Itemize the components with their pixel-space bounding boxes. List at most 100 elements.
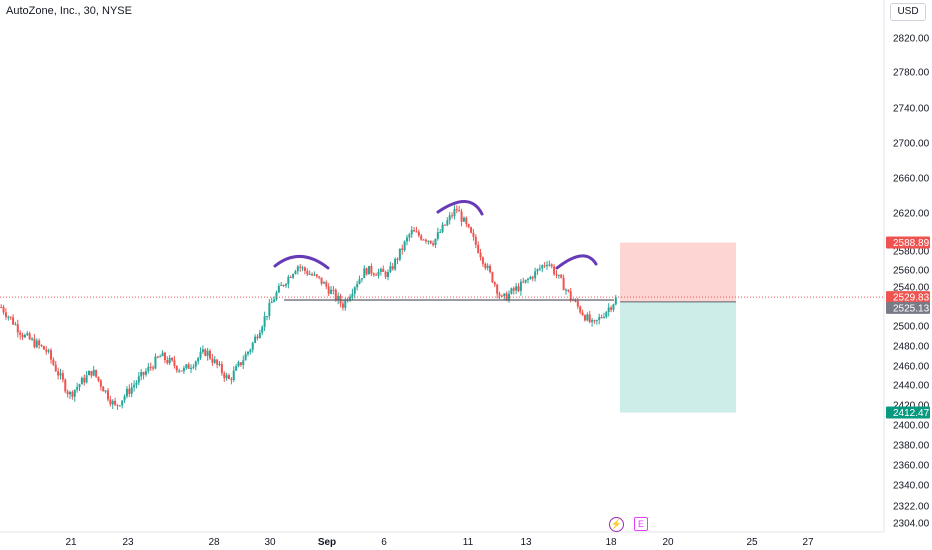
candle-body [467, 224, 470, 228]
price-tick-label: 2820.00 [893, 34, 930, 45]
currency-button[interactable]: USD [890, 3, 926, 21]
candle-body [237, 362, 240, 367]
candle-body [564, 289, 567, 291]
candle-body [106, 390, 109, 400]
candle-body [477, 244, 480, 253]
target-price-label: 2412.47 [893, 408, 930, 419]
candle-body [517, 286, 520, 291]
candle-body [484, 263, 487, 269]
candle-body [161, 352, 164, 357]
candle-body [318, 276, 321, 278]
candle-body [123, 396, 126, 401]
candle-body [135, 382, 138, 385]
candle-body [61, 373, 64, 380]
candle-body [258, 332, 261, 339]
candle-body [42, 346, 45, 350]
candle-body [287, 276, 290, 285]
candle-body [579, 306, 582, 313]
candle-body [386, 272, 389, 277]
candle-body [242, 360, 245, 366]
candle-body [500, 295, 503, 297]
candle-body [50, 350, 53, 360]
candle-body [59, 373, 62, 376]
candle-body [562, 277, 565, 291]
candle-body [116, 404, 119, 406]
candle-body [379, 268, 382, 272]
candle-body [85, 375, 88, 383]
price-tick-label: 2540.00 [893, 283, 930, 294]
candle-body [246, 351, 249, 355]
candle-body [368, 266, 371, 275]
candle-body [567, 289, 570, 292]
candle-body [372, 273, 375, 275]
time-tick-label: 25 [746, 537, 758, 548]
candle-body [522, 281, 525, 283]
candle-body [190, 367, 193, 369]
candle-body [128, 388, 131, 394]
candle-body [512, 288, 515, 291]
head-arc [436, 200, 484, 216]
candle-body [232, 370, 235, 380]
candle-body [481, 257, 484, 264]
candle-body [370, 266, 373, 274]
candle-body [296, 266, 299, 272]
price-tick-label: 2480.00 [893, 342, 930, 353]
candle-body [424, 239, 427, 242]
candle-body [26, 333, 29, 335]
candle-body [534, 271, 537, 279]
candle-body [130, 387, 133, 394]
price-tick-label: 2780.00 [893, 68, 930, 79]
candle-body [498, 293, 501, 296]
entry-price-label: 2525.13 [893, 303, 930, 314]
candle-body [192, 366, 195, 368]
candle-body [199, 351, 202, 359]
candle-body [377, 271, 380, 276]
candle-body [166, 360, 169, 364]
candle-body [2, 307, 5, 313]
price-tick-label: 2700.00 [893, 139, 930, 150]
candle-body [9, 316, 12, 318]
candle-body [216, 359, 219, 365]
candle-body [47, 350, 50, 352]
candle-body [204, 349, 207, 356]
candle-body [496, 284, 499, 294]
time-tick-label: Sep [318, 537, 336, 548]
candle-body [593, 320, 596, 322]
candle-body [90, 371, 93, 376]
candle-body [284, 284, 287, 286]
candle-body [144, 371, 147, 375]
price-tick-label: 2620.00 [893, 209, 930, 220]
price-tick-label: 2304.00 [893, 519, 930, 530]
candle-body [149, 366, 152, 368]
candle-body [83, 377, 86, 383]
candle-body [7, 316, 10, 318]
price-tick-label: 2460.00 [893, 362, 930, 373]
candle-body [401, 248, 404, 251]
candle-body [54, 364, 57, 372]
candle-body [574, 300, 577, 302]
candle-body [209, 350, 212, 359]
candle-body [23, 334, 26, 338]
candle-body [14, 324, 17, 326]
price-tick-label: 2380.00 [893, 441, 930, 452]
candle-body [576, 301, 579, 307]
lightning-icon[interactable]: ⚡ [609, 517, 624, 532]
candle-body [197, 358, 200, 362]
candle-body [156, 356, 159, 358]
candle-body [154, 356, 157, 369]
candle-body [69, 392, 72, 395]
candle-body [443, 224, 446, 226]
candle-body [382, 268, 385, 272]
candle-body [545, 264, 548, 266]
candle-body [273, 299, 276, 303]
earnings-icon[interactable]: E [634, 517, 648, 531]
candle-body [315, 274, 318, 277]
candle-body [538, 268, 541, 270]
candle-body [432, 243, 435, 246]
candle-body [87, 371, 90, 376]
candle-body [270, 302, 273, 304]
candle-body [398, 248, 401, 260]
candle-body [531, 276, 534, 279]
